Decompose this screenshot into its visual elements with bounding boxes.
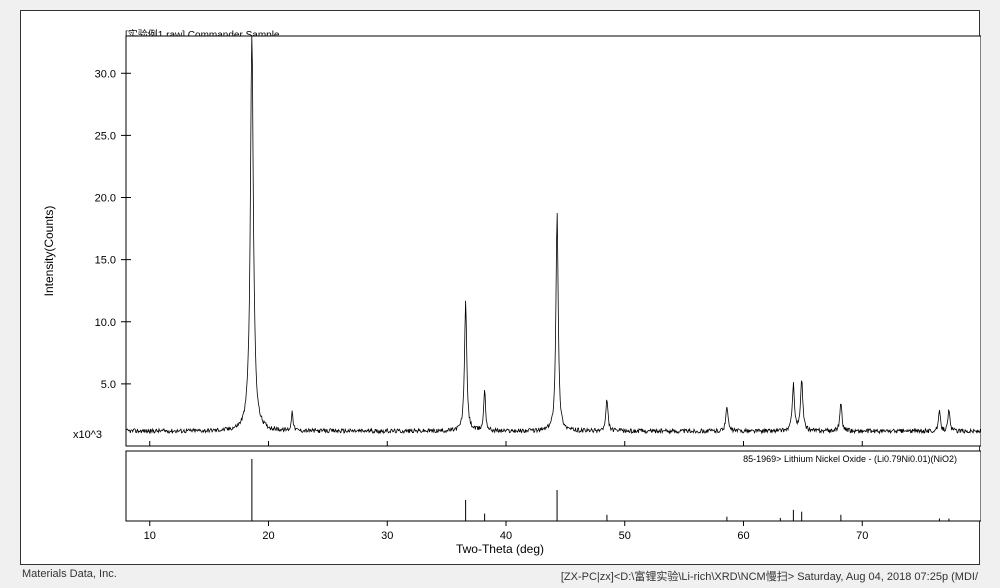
svg-text:10: 10 (144, 530, 156, 542)
svg-text:70: 70 (856, 530, 868, 542)
x-axis-label: Two-Theta (deg) (21, 542, 979, 556)
svg-text:60: 60 (737, 530, 749, 542)
svg-text:10.0: 10.0 (95, 317, 116, 329)
svg-text:20: 20 (262, 530, 274, 542)
svg-text:40: 40 (500, 530, 512, 542)
plot-frame: [实验例1.raw] Commander Sample Intensity(Co… (20, 10, 980, 565)
svg-text:25.0: 25.0 (95, 130, 116, 142)
svg-text:30.0: 30.0 (95, 68, 116, 80)
svg-text:5.0: 5.0 (101, 379, 116, 391)
svg-text:50: 50 (619, 530, 631, 542)
xrd-plot: 10 20 30 40 50 60 70 5.0 10.0 15.0 20.0 25.0 30.0 (21, 11, 981, 566)
footer-right: [ZX-PC|zx]<D:\富锂实验\Li-rich\XRD\NCM慢扫> Sa… (561, 568, 978, 584)
footer-left: Materials Data, Inc. (22, 568, 117, 580)
svg-text:15.0: 15.0 (95, 255, 116, 267)
svg-text:30: 30 (381, 530, 393, 542)
svg-text:20.0: 20.0 (95, 193, 116, 205)
reference-label: 85-1969> Lithium Nickel Oxide - (Li0.79N… (743, 454, 957, 464)
